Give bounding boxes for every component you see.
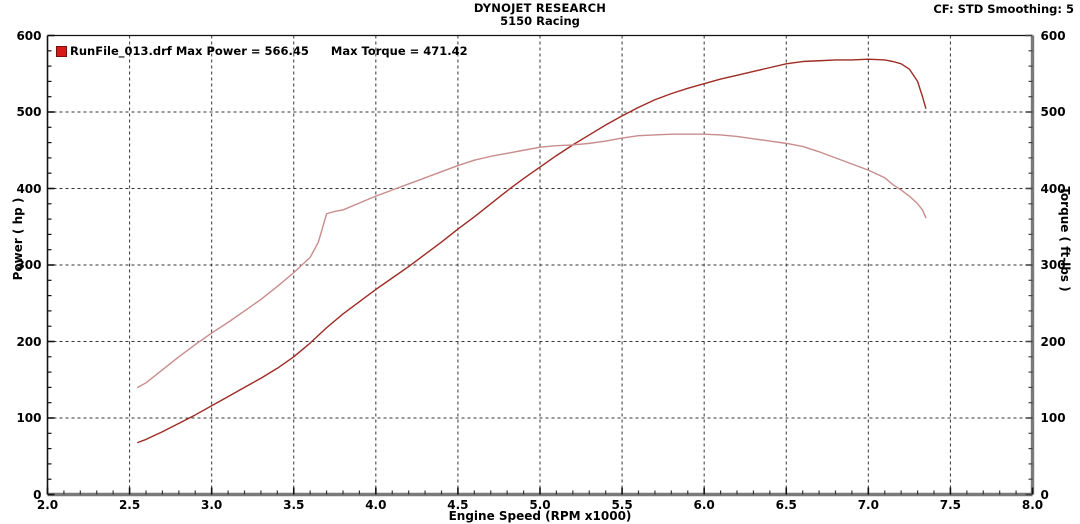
y-tick-label-right: 600 [1040,28,1066,43]
page-subtitle: 5150 Racing [500,14,580,28]
y-tick-label-left: 200 [16,334,42,349]
page-title: DYNOJET RESEARCH [473,1,607,15]
y-tick-label-right: 100 [1040,411,1066,425]
x-axis-title: Engine Speed (RPM x1000) [448,509,632,523]
correction-factor-info: CF: STD Smoothing: 5 [933,2,1074,16]
x-tick-label: 6.0 [693,497,715,512]
x-tick-label: 5.0 [529,497,551,512]
legend[interactable]: RunFile_013.drf Max Power = 566.45 Max T… [56,45,468,57]
y-tick-label-left: 500 [16,105,42,119]
legend-run-file: RunFile_013.drf [70,44,172,58]
series-line-torque [137,133,927,389]
x-tick-label: 2.5 [118,497,141,512]
x-tick-label: 3.5 [283,497,305,512]
x-tick-label: 5.5 [611,497,633,512]
y-tick-label-right: 500 [1040,105,1066,119]
y-tick-label-left: 600 [16,28,42,43]
x-tick-label: 7.5 [939,497,962,512]
x-tick-label: 4.0 [365,497,387,512]
x-tick-label: 2.0 [36,497,59,512]
y-tick-label-left: 0 [33,487,42,502]
x-tick-label: 8.0 [1021,497,1044,512]
series-line-power [137,58,927,444]
y-tick-label-left: 300 [16,258,42,272]
x-tick-label: 7.0 [857,497,879,512]
y-tick-label-right: 200 [1040,334,1066,349]
y-tick-label-left: 400 [16,181,42,196]
legend-max-torque: Max Torque = 471.42 [330,44,468,58]
y-tick-label-left: 100 [16,411,42,425]
legend-max-power: Max Power = 566.45 [175,44,309,58]
legend-color-swatch [56,45,67,57]
y-tick-label-right: 400 [1040,181,1066,196]
y-tick-label-right: 0 [1040,487,1049,502]
x-tick-label: 3.0 [201,497,223,512]
y-tick-label-right: 300 [1040,258,1066,272]
x-tick-label: 4.5 [447,497,469,512]
x-tick-label: 6.5 [775,497,797,512]
